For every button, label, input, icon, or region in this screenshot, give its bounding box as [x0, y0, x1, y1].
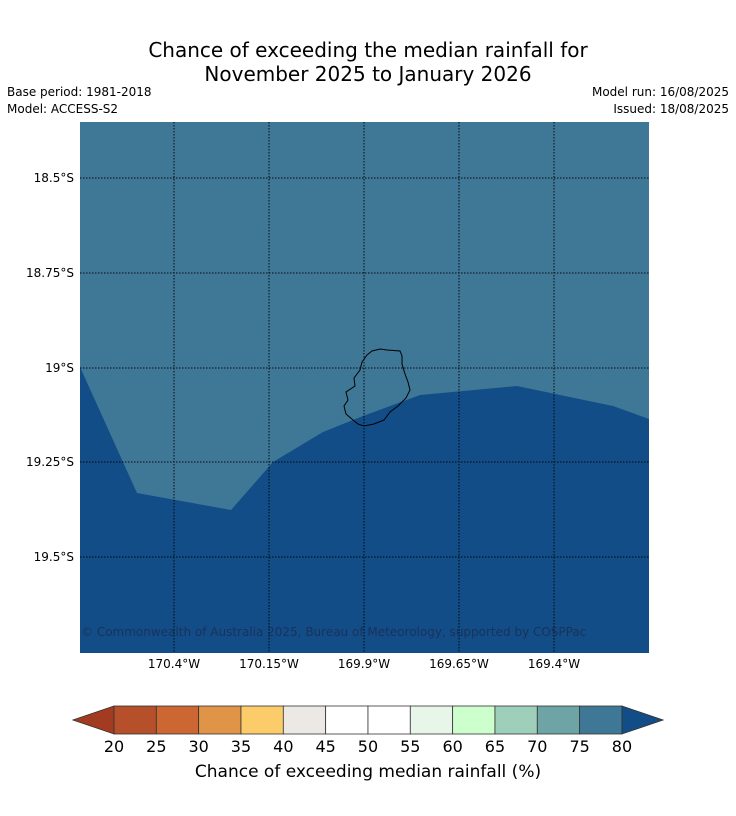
meta-right: Model run: 16/08/2025 Issued: 18/08/2025 — [592, 84, 729, 118]
colorbar-tick-label: 30 — [188, 737, 209, 756]
model-name: Model: ACCESS-S2 — [7, 102, 119, 116]
colorbar-segment — [409, 705, 454, 735]
map-panel — [80, 122, 649, 653]
copyright-text: © Commonwealth of Australia 2025, Bureau… — [81, 625, 587, 639]
lat-label-2: 18.75°S — [26, 266, 74, 280]
colorbar-tick-label: 60 — [442, 737, 463, 756]
colorbar-tick-label: 50 — [357, 737, 379, 756]
colorbar-segment — [198, 705, 242, 735]
colorbar-tick-label: 35 — [230, 737, 252, 756]
colorbar-tick-label: 65 — [484, 737, 506, 756]
meta-left: Base period: 1981-2018 Model: ACCESS-S2 — [7, 84, 152, 118]
lon-label-5: 169.4°W — [527, 657, 581, 671]
lon-label-3: 169.9°W — [337, 657, 391, 671]
colorbar-segment — [536, 705, 581, 735]
base-period: Base period: 1981-2018 — [7, 85, 152, 99]
colorbar-segment — [494, 705, 538, 735]
lat-label-5: 19.5°S — [33, 550, 74, 564]
colorbar-segment — [155, 705, 200, 735]
colorbar-segment — [367, 705, 411, 735]
colorbar-tick-label: 80 — [611, 737, 633, 756]
colorbar-tick-label: 70 — [527, 737, 548, 756]
colorbar-segment — [325, 705, 369, 735]
colorbar-arrow-high — [621, 705, 664, 735]
colorbar-tick-label: 75 — [569, 737, 590, 756]
colorbar-segment — [113, 705, 157, 735]
model-run: Model run: 16/08/2025 — [591, 85, 729, 99]
niue-coastline — [343, 348, 411, 427]
colorbar-segment — [452, 705, 496, 735]
colorbar-arrow-low — [72, 705, 115, 735]
lon-label-4: 169.65°W — [429, 657, 489, 671]
colorbar-tick-label: 55 — [400, 737, 421, 756]
colorbar-tick-label: 45 — [315, 737, 336, 756]
colorbar-tick-label: 25 — [146, 737, 167, 756]
issued-date: Issued: 18/08/2025 — [613, 102, 729, 116]
lat-label-3: 19°S — [45, 361, 74, 375]
colorbar-segment — [282, 705, 327, 735]
colorbar-segment — [240, 705, 284, 735]
colorbar-segment — [579, 705, 623, 735]
lon-label-2: 170.15°W — [239, 657, 299, 671]
colorbar-tick-label: 40 — [273, 737, 294, 756]
lat-label-4: 19.25°S — [26, 455, 74, 469]
colorbar-tick-label: 20 — [103, 737, 125, 756]
colorbar — [72, 705, 664, 735]
gridlines — [80, 122, 649, 653]
lon-label-1: 170.4°W — [147, 657, 201, 671]
colorbar-title: Chance of exceeding median rainfall (%) — [194, 762, 542, 782]
map-title: Chance of exceeding the median rainfall … — [0, 38, 736, 86]
lat-label-1: 18.5°S — [33, 171, 74, 185]
title-line-1: Chance of exceeding the median rainfall … — [148, 38, 588, 62]
title-line-2: November 2025 to January 2026 — [204, 62, 532, 86]
